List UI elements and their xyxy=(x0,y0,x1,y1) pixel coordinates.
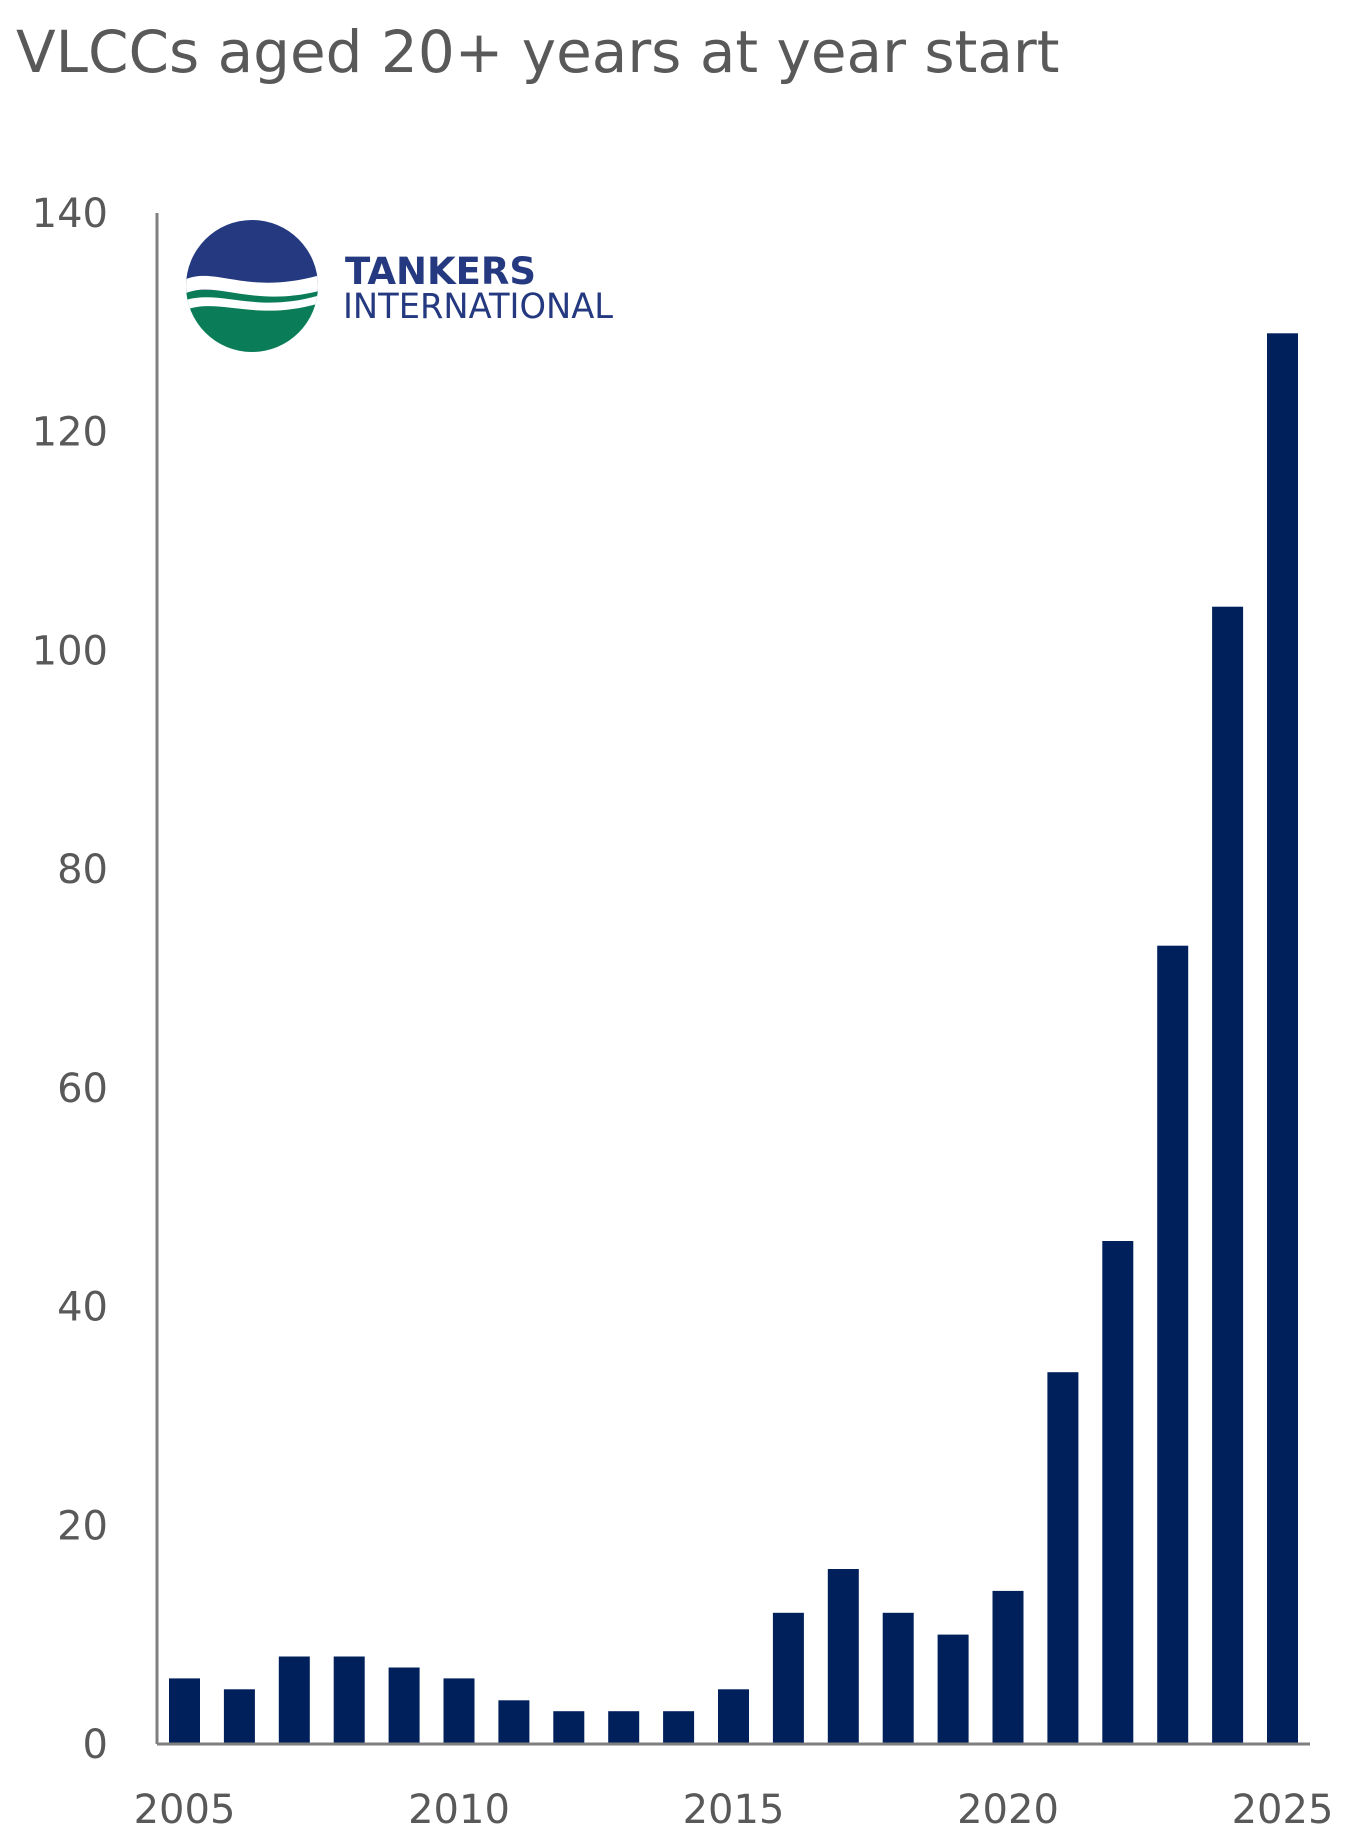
bar-2010 xyxy=(443,1678,475,1744)
bar-2008 xyxy=(333,1656,365,1744)
y-tick-label: 0 xyxy=(83,1722,108,1768)
bar-2007 xyxy=(278,1656,310,1744)
bar-2025 xyxy=(1267,333,1298,1744)
bar-2024 xyxy=(1212,606,1244,1745)
y-tick-label: 20 xyxy=(57,1503,108,1549)
y-tick-label: 140 xyxy=(32,191,108,237)
tankers-international-logo: TANKERS INTERNATIONAL xyxy=(186,220,613,352)
y-tick-label: 60 xyxy=(57,1066,108,1112)
logo-text-line2: INTERNATIONAL xyxy=(343,287,613,327)
x-tick-label: 2020 xyxy=(957,1787,1059,1833)
bar-2014 xyxy=(663,1711,695,1744)
y-tick-label: 40 xyxy=(57,1285,108,1331)
bar-2020 xyxy=(992,1590,1024,1744)
bar-2023 xyxy=(1157,945,1189,1744)
y-tick-label: 80 xyxy=(57,847,108,893)
bar-2015 xyxy=(718,1689,749,1744)
bar-2006 xyxy=(223,1689,255,1744)
bar-2011 xyxy=(498,1700,530,1744)
bar-2022 xyxy=(1102,1241,1134,1744)
bar-2019 xyxy=(937,1634,969,1744)
bar-2021 xyxy=(1047,1372,1079,1744)
x-tick-label: 2015 xyxy=(683,1787,785,1833)
chart-title: VLCCs aged 20+ years at year start xyxy=(16,18,1060,86)
bar-2013 xyxy=(608,1711,640,1744)
x-tick-label: 2005 xyxy=(134,1787,236,1833)
bar-2005 xyxy=(169,1678,200,1744)
y-tick-label: 120 xyxy=(32,410,108,456)
bar-2018 xyxy=(882,1612,914,1744)
bar-2017 xyxy=(827,1569,859,1744)
x-tick-label: 2025 xyxy=(1232,1787,1334,1833)
bar-2009 xyxy=(388,1667,420,1744)
logo-text-line1: TANKERS xyxy=(345,250,536,293)
y-tick-label: 100 xyxy=(32,628,108,674)
bar-2016 xyxy=(772,1612,804,1744)
bar-2012 xyxy=(553,1711,585,1744)
x-tick-label: 2010 xyxy=(408,1787,510,1833)
